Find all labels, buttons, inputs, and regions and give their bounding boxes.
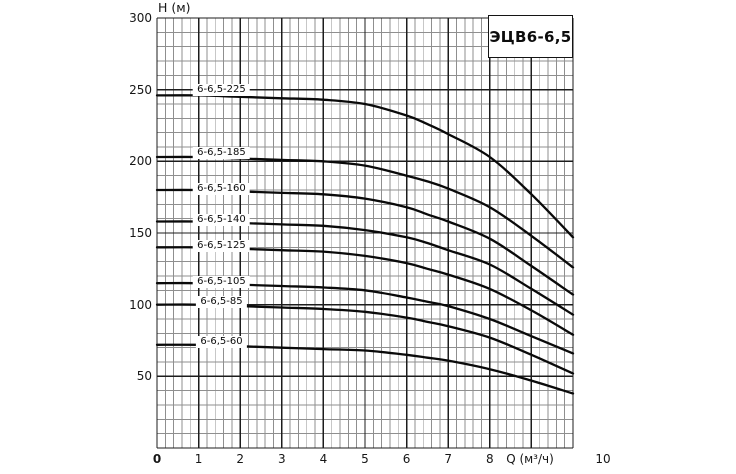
curve-label-6-6,5-105: 6-6,5-105 (193, 275, 250, 288)
curve-label-6-6,5-60: 6-6,5-60 (196, 335, 247, 348)
x-axis-title: Q (м³/ч) (506, 452, 554, 466)
curve-label-6-6,5-125: 6-6,5-125 (193, 239, 250, 252)
x-tick-label: 2 (236, 452, 245, 466)
y-tick-label: 250 (129, 82, 152, 97)
x-tick-label: 1 (194, 452, 203, 466)
x-tick-label: 5 (361, 452, 369, 466)
x-tick-label-last: 10 (595, 452, 611, 466)
chart-title: ЭЦВ6-6,5 (489, 27, 572, 46)
x-tick-label: 6 (402, 452, 411, 466)
x-tick-label: 7 (444, 452, 453, 466)
chart-title-box: ЭЦВ6-6,5 (488, 15, 573, 58)
pump-curve-6-6,5-225 (155, 94, 575, 239)
x-tick-label: 0 (152, 452, 162, 466)
curve-label-6-6,5-140: 6-6,5-140 (193, 214, 250, 227)
y-tick-label: 150 (129, 226, 152, 240)
x-tick-label: 4 (319, 452, 328, 466)
y-tick-label: 300 (129, 11, 152, 25)
curve-label-6-6,5-85: 6-6,5-85 (196, 295, 247, 308)
y-tick-label: 200 (129, 154, 152, 169)
y-tick-label: 50 (136, 369, 152, 384)
y-tick-label: 100 (129, 297, 152, 312)
curve-label-6-6,5-160: 6-6,5-160 (193, 182, 250, 195)
curve-label-6-6,5-185: 6-6,5-185 (193, 146, 250, 159)
x-tick-label: 3 (277, 452, 286, 466)
y-axis-title: H (м) (158, 0, 191, 15)
x-tick-label: 8 (485, 452, 494, 466)
curve-label-6-6,5-225: 6-6,5-225 (193, 83, 250, 96)
grid-major-lines (156, 17, 574, 449)
